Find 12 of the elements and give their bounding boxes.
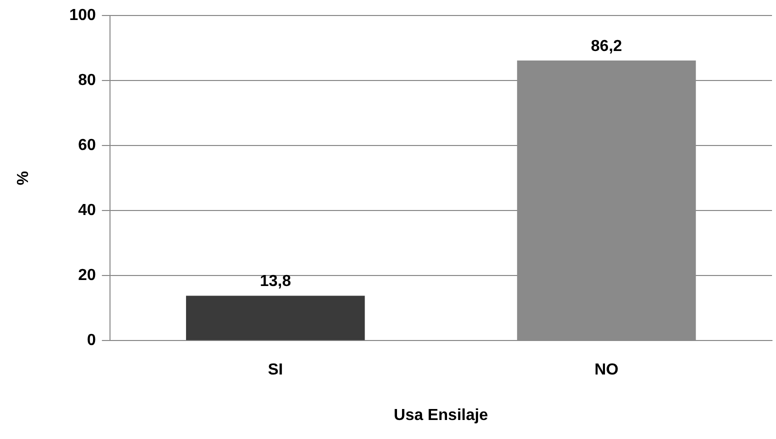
y-tick-label: 20 [78, 267, 96, 284]
y-tick-label: 0 [86, 332, 96, 350]
x-axis-title: Usa Ensilaje [394, 406, 488, 424]
data-label: 13,8 [260, 273, 292, 290]
x-tick-label: NO [594, 362, 618, 379]
y-axis-title: % [15, 170, 32, 186]
y-tick-label: 100 [69, 7, 96, 24]
y-tick-label: 80 [78, 72, 96, 90]
data-label: 86,2 [590, 38, 622, 55]
y-tick-label: 40 [78, 202, 96, 220]
x-tick-label: SI [268, 362, 283, 379]
y-tick-label: 60 [78, 137, 96, 154]
